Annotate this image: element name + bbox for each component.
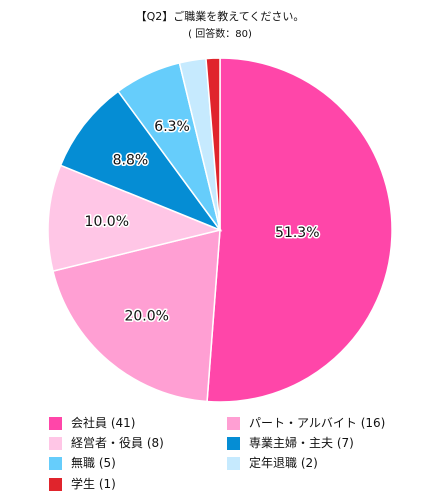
legend-swatch-retired bbox=[227, 456, 240, 470]
pie-slice-executive bbox=[47, 164, 223, 273]
legend-label-student: 学生 (1) bbox=[71, 477, 116, 491]
pie-slice-company-employee bbox=[206, 57, 393, 403]
legend-swatch-unemployed bbox=[49, 456, 62, 470]
legend-label-retired: 定年退職 (2) bbox=[249, 456, 318, 470]
pie-slice-part-time bbox=[52, 229, 221, 403]
legend-label-homemaker: 専業主婦・主夫 (7) bbox=[249, 436, 354, 450]
data-label-executive: 10.0% bbox=[85, 214, 129, 230]
legend-item-student: 学生 (1) bbox=[49, 477, 116, 491]
data-label-homemaker: 8.8% bbox=[113, 152, 149, 168]
legend-label-company-employee: 会社員 (41) bbox=[71, 416, 136, 430]
chart-subtitle: ( 回答数：80) bbox=[188, 29, 252, 40]
data-label-company-employee: 51.3% bbox=[275, 225, 319, 241]
legend-item-executive: 経営者・役員 (8) bbox=[49, 436, 164, 450]
legend-item-unemployed: 無職 (5) bbox=[49, 456, 116, 470]
legend-item-retired: 定年退職 (2) bbox=[227, 456, 318, 470]
legend-item-company-employee: 会社員 (41) bbox=[49, 416, 135, 430]
pie-slice-homemaker bbox=[59, 90, 223, 232]
legend-swatch-homemaker bbox=[227, 436, 240, 450]
legend-label-executive: 経営者・役員 (8) bbox=[71, 436, 164, 450]
pie-slice-student bbox=[205, 57, 221, 231]
legend-item-part-time: パート・アルバイト (16) bbox=[227, 416, 385, 430]
data-label-part-time: 20.0% bbox=[124, 309, 168, 325]
legend-label-unemployed: 無職 (5) bbox=[71, 456, 116, 470]
legend-swatch-executive bbox=[49, 436, 62, 450]
legend-item-homemaker: 専業主婦・主夫 (7) bbox=[227, 436, 354, 450]
chart-title: 【Q2】ご職業を教えてください。 bbox=[135, 10, 305, 23]
legend-swatch-company-employee bbox=[49, 416, 62, 430]
legend-swatch-student bbox=[49, 477, 62, 491]
data-label-unemployed: 6.3% bbox=[154, 119, 190, 135]
legend-swatch-part-time bbox=[227, 416, 240, 430]
legend-label-part-time: パート・アルバイト (16) bbox=[249, 416, 386, 430]
